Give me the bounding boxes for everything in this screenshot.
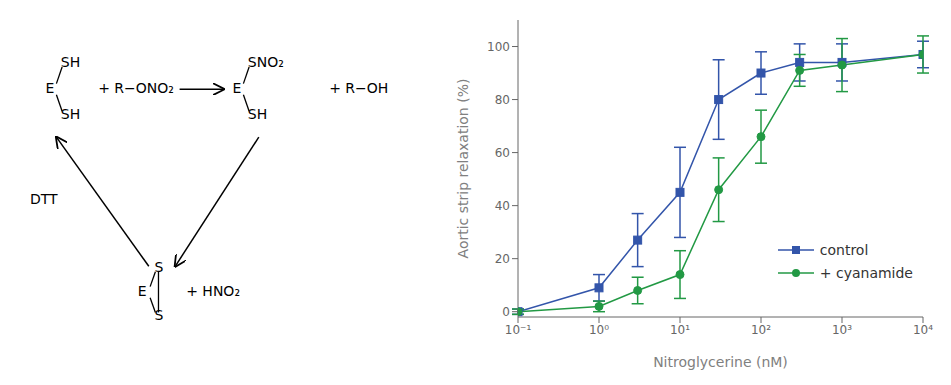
svg-text:+ R−OH: + R−OH: [329, 80, 388, 96]
svg-text:E: E: [138, 283, 147, 299]
svg-text:Nitroglycerine (nM): Nitroglycerine (nM): [653, 354, 788, 370]
html-text:control: control: [819, 242, 869, 258]
svg-text:SH: SH: [61, 106, 80, 122]
svg-text:E: E: [232, 80, 241, 96]
svg-text:SNO₂: SNO₂: [248, 54, 284, 70]
svg-text:20: 20: [495, 252, 510, 266]
svg-text:10¹: 10¹: [670, 323, 690, 337]
svg-text:SH: SH: [248, 106, 267, 122]
svg-text:10³: 10³: [832, 323, 852, 337]
svg-text:10²: 10²: [751, 323, 771, 337]
svg-text:S: S: [155, 307, 164, 323]
svg-text:100: 100: [487, 40, 510, 54]
svg-text:DTT: DTT: [30, 191, 58, 207]
svg-text:+ HNO₂: + HNO₂: [186, 283, 240, 299]
svg-text:60: 60: [495, 146, 510, 160]
svg-text:SH: SH: [61, 54, 80, 70]
svg-text:0: 0: [502, 305, 510, 319]
html-text:+ cyanamide: + cyanamide: [819, 265, 913, 281]
svg-text:+ R−ONO₂: + R−ONO₂: [98, 80, 174, 96]
svg-text:10⁴: 10⁴: [913, 323, 933, 337]
svg-text:10⁻¹: 10⁻¹: [505, 323, 532, 337]
svg-text:Aortic strip relaxation (%): Aortic strip relaxation (%): [455, 79, 471, 259]
svg-text:40: 40: [495, 199, 510, 213]
svg-text:10⁰: 10⁰: [589, 323, 609, 337]
svg-text:S: S: [155, 259, 164, 275]
svg-text:E: E: [45, 80, 54, 96]
svg-text:80: 80: [495, 93, 510, 107]
